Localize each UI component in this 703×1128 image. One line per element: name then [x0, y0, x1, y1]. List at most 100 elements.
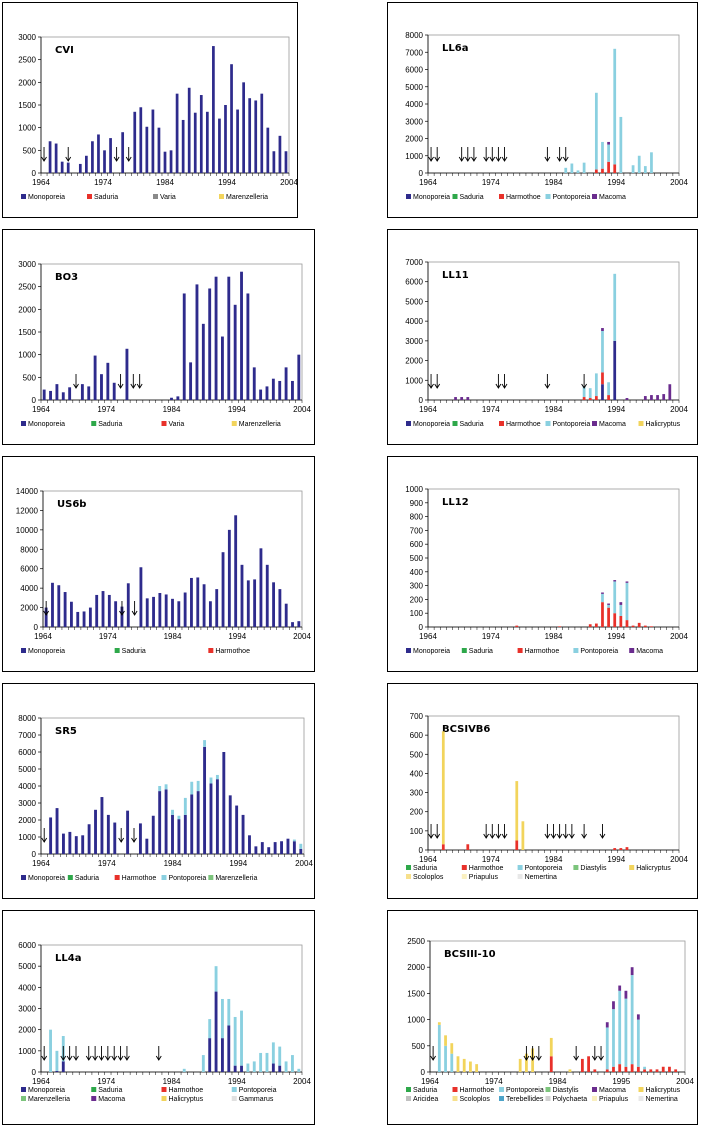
bar-segment [549, 1056, 553, 1072]
bar-segment [49, 390, 52, 400]
x-tick-label: 1964 [32, 178, 50, 187]
y-tick-label: 1000 [18, 1047, 36, 1056]
y-tick-label: 800 [410, 513, 424, 522]
sampling-arrow-head [43, 610, 50, 616]
y-tick-label: 2000 [407, 963, 425, 972]
x-tick-label: 1994 [607, 405, 625, 414]
bar-segment [668, 1066, 671, 1072]
x-tick-label: 2004 [670, 632, 688, 641]
bar-segment [630, 1064, 634, 1072]
chart-title: BO3 [55, 272, 78, 283]
legend-label: Varia [160, 194, 176, 201]
legend-swatch [406, 421, 411, 426]
bar-segment [605, 1069, 609, 1072]
bar-segment [209, 783, 213, 854]
legend-label: Halicryptus [169, 1096, 204, 1103]
bar-segment [466, 844, 470, 850]
bar-segment [291, 1055, 294, 1072]
sampling-arrow-head [85, 1055, 92, 1061]
bar-segment [607, 395, 610, 400]
bar-segment [568, 1069, 572, 1072]
y-tick-label: 700 [410, 712, 424, 721]
sampling-arrow-head [98, 1055, 105, 1061]
bar-segment [187, 87, 191, 173]
y-tick-label: 1000 [407, 1016, 425, 1025]
y-tick-label: 7000 [18, 731, 36, 740]
bar-segment [272, 151, 276, 173]
bar-segment [284, 151, 288, 173]
bar-segment [54, 143, 58, 173]
bar-segment [260, 93, 264, 173]
bar-segment [286, 838, 290, 854]
bar-segment [607, 161, 610, 173]
bar-segment [233, 1065, 237, 1072]
bar-segment [171, 814, 174, 854]
bar-segment [259, 1052, 263, 1072]
bar-segment [636, 1019, 640, 1067]
bar-segment [145, 838, 149, 854]
legend-label: Halicryptus [646, 1087, 681, 1094]
plot-area [427, 488, 680, 628]
x-tick-label: 1964 [419, 855, 437, 864]
x-tick-label: 1984 [156, 178, 174, 187]
bar-segment [475, 1064, 479, 1072]
x-tick-label: 2004 [670, 405, 688, 414]
bar-segment [62, 833, 65, 854]
bar-segment [601, 593, 604, 603]
bar-segment [630, 967, 634, 976]
bar-segment [619, 615, 623, 627]
bar-segment [215, 589, 219, 627]
legend-swatch [629, 648, 635, 653]
bar-segment [88, 607, 92, 627]
bar-segment [265, 564, 269, 627]
bar-segment [619, 848, 623, 850]
y-tick-label: 0 [419, 396, 424, 405]
legend-swatch [67, 875, 73, 880]
bar-segment [164, 784, 168, 790]
bar-segment [240, 564, 244, 627]
sampling-arrow-head [118, 837, 125, 843]
x-tick-label: 1994 [218, 178, 236, 187]
legend-label: Scoloplos [413, 874, 444, 881]
sampling-arrow-head [428, 383, 434, 389]
legend-swatch [114, 648, 120, 653]
bar-segment [177, 815, 181, 820]
y-tick-label: 5000 [405, 297, 423, 306]
bar-segment [190, 794, 194, 854]
bar-segment [240, 271, 243, 400]
bar-segment [113, 822, 117, 854]
chart-panel-bo3: 0 500 1000 1500 2000 2500 3000 1964 1974 1984 1994… [2, 229, 315, 445]
bar-segment [284, 1061, 288, 1072]
bar-segment [183, 797, 187, 815]
bar-segment [220, 1038, 224, 1072]
y-tick-label: 0 [32, 1068, 37, 1077]
sampling-arrow-head [581, 383, 587, 389]
y-tick-label: 3000 [18, 1005, 36, 1014]
y-tick-label: 1000 [18, 124, 36, 133]
bar-segment [297, 354, 301, 400]
legend-label: Priapulus [599, 1096, 629, 1103]
legend-label: Pontoporeia [525, 865, 563, 872]
bar-segment [662, 394, 666, 400]
x-tick-label: 1964 [419, 632, 437, 641]
bar-segment [444, 1045, 447, 1072]
y-tick-label: 2000 [18, 1026, 36, 1035]
bar-segment [227, 998, 231, 1026]
bar-segment [297, 1068, 301, 1072]
legend-swatch [208, 648, 214, 653]
bar-segment [100, 374, 103, 400]
y-tick-label: 400 [410, 568, 424, 577]
sampling-arrow-head [471, 156, 477, 162]
bar-segment [222, 752, 226, 854]
bar-segment [674, 1069, 678, 1072]
chart-svg: 0 1000 2000 3000 4000 5000 6000 7000 8000 1964 197… [405, 31, 688, 201]
bar-segment [227, 1025, 231, 1072]
legend-label: Monoporeia [28, 648, 65, 655]
chart-svg: 0 1000 2000 3000 4000 5000 6000 7000 8000 1964 197… [18, 714, 313, 882]
bar-segment [613, 613, 617, 627]
legend-label: Monoporeia [28, 194, 65, 201]
bar-segment [242, 82, 245, 173]
y-tick-label: 4000 [405, 317, 423, 326]
bar-segment [259, 389, 263, 400]
legend-swatch [87, 194, 92, 199]
